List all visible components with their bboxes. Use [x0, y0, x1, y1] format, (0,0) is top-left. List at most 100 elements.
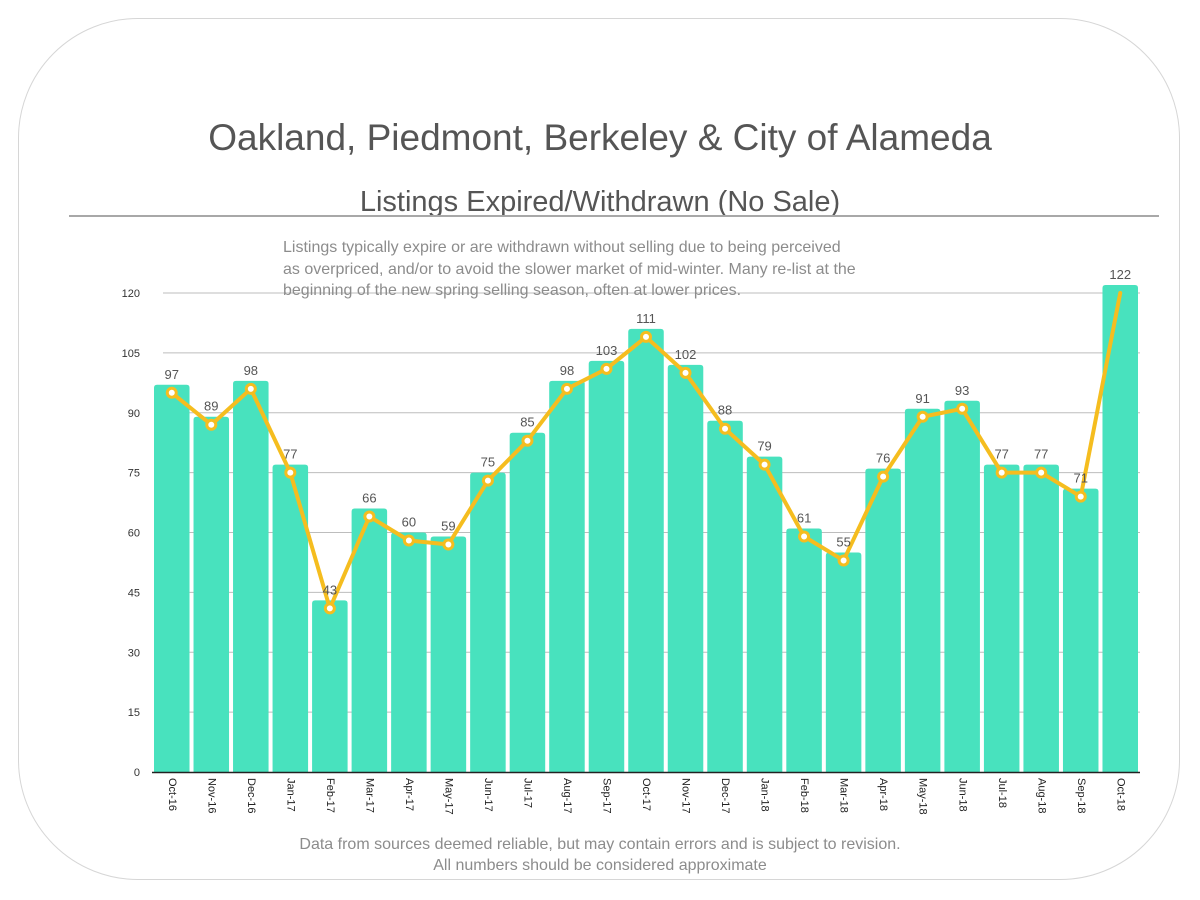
line-marker [995, 466, 1008, 479]
data-label: 43 [323, 582, 337, 597]
bar [272, 464, 309, 772]
x-tick-label: Jul-17 [522, 778, 534, 808]
line-marker [442, 538, 455, 551]
note-line: Listings typically expire or are withdra… [283, 239, 841, 256]
bar [628, 328, 664, 772]
data-label: 93 [955, 383, 969, 398]
x-tick-label: Dec-16 [245, 778, 257, 813]
data-label: 98 [560, 363, 574, 378]
bar [233, 380, 269, 772]
x-tick-label: Feb-18 [798, 778, 810, 813]
line-marker [798, 530, 811, 543]
y-tick-label: 0 [134, 767, 140, 779]
x-tick-label: Nov-17 [680, 778, 692, 813]
x-tick-label: Aug-17 [561, 778, 573, 813]
x-tick-label: Oct-18 [1114, 778, 1126, 811]
x-tick-label: Feb-17 [324, 778, 336, 813]
x-tick-label: Apr-18 [877, 778, 889, 811]
data-label: 55 [836, 534, 850, 549]
footer-line-2: All numbers should be considered approxi… [433, 857, 767, 874]
bar [707, 420, 743, 772]
chart-note: Listings typically expire or are withdra… [283, 237, 933, 302]
line-marker [205, 418, 218, 431]
line-marker [1035, 466, 1048, 479]
data-label: 77 [283, 447, 297, 462]
line-marker [837, 554, 850, 567]
x-tick-label: Sep-17 [601, 778, 613, 813]
bar [786, 528, 822, 772]
y-tick-label: 105 [122, 348, 140, 360]
bar [1102, 285, 1138, 772]
x-tick-label: May-18 [917, 778, 929, 815]
data-label: 77 [1034, 447, 1048, 462]
line-marker [244, 382, 257, 395]
y-tick-label: 60 [128, 528, 140, 540]
bar [430, 536, 467, 772]
bar [470, 472, 506, 772]
bar [549, 380, 585, 772]
bar [391, 532, 427, 772]
x-tick-label: Jan-17 [284, 778, 296, 812]
y-tick-label: 30 [128, 647, 140, 659]
line-marker [719, 422, 732, 435]
y-tick-label: 90 [128, 408, 140, 420]
line-marker [560, 382, 573, 395]
line-marker [877, 470, 890, 483]
x-tick-label: Apr-17 [403, 778, 415, 811]
data-label: 89 [204, 399, 218, 414]
x-tick-label: Jun-17 [482, 778, 494, 812]
bar [904, 408, 941, 772]
bar [667, 364, 704, 772]
line-marker [481, 474, 494, 487]
line-marker [165, 386, 178, 399]
bar [588, 360, 625, 772]
data-label: 77 [994, 447, 1008, 462]
bar [983, 464, 1020, 772]
data-label: 75 [481, 455, 495, 470]
bar [865, 468, 901, 772]
x-tick-label: Dec-17 [719, 778, 731, 813]
data-label: 61 [797, 511, 811, 526]
y-tick-label: 45 [128, 587, 140, 599]
bar [1023, 464, 1059, 772]
bar [351, 508, 388, 772]
line-marker [402, 534, 415, 547]
footer-line-1: Data from sources deemed reliable, but m… [299, 836, 901, 853]
data-label: 103 [596, 343, 618, 358]
chart-title: Oakland, Piedmont, Berkeley & City of Al… [208, 117, 992, 158]
bar [193, 416, 230, 772]
x-tick-label: May-17 [442, 778, 454, 815]
data-label: 60 [402, 515, 416, 530]
data-label: 98 [244, 363, 258, 378]
data-label: 59 [441, 518, 455, 533]
line-marker [521, 434, 534, 447]
data-label: 85 [520, 415, 534, 430]
line-marker [600, 362, 613, 375]
line-marker [916, 410, 929, 423]
x-tick-label: Mar-17 [363, 778, 375, 813]
title-divider [69, 215, 1159, 217]
line-marker [284, 466, 297, 479]
line-marker [956, 402, 969, 415]
data-label: 88 [718, 403, 732, 418]
bar [746, 456, 783, 772]
note-line: as overpriced, and/or to avoid the slowe… [283, 260, 856, 278]
x-tick-label: Oct-16 [166, 778, 178, 811]
line-marker [363, 510, 376, 523]
line-marker [758, 458, 771, 471]
data-label: 102 [675, 347, 697, 362]
x-tick-label: Jun-18 [956, 778, 968, 812]
bar [1062, 488, 1099, 772]
data-label: 66 [362, 491, 376, 506]
data-label: 76 [876, 451, 890, 466]
x-tick-label: Sep-18 [1075, 778, 1087, 813]
line-marker [679, 366, 692, 379]
chart-subtitle: Listings Expired/Withdrawn (No Sale) [359, 186, 841, 218]
data-label: 97 [165, 367, 179, 382]
data-label: 91 [915, 391, 929, 406]
x-tick-label: Jan-18 [759, 778, 771, 812]
line-marker [1074, 490, 1087, 503]
line-marker [640, 330, 652, 343]
x-tick-label: Aug-18 [1035, 778, 1047, 813]
